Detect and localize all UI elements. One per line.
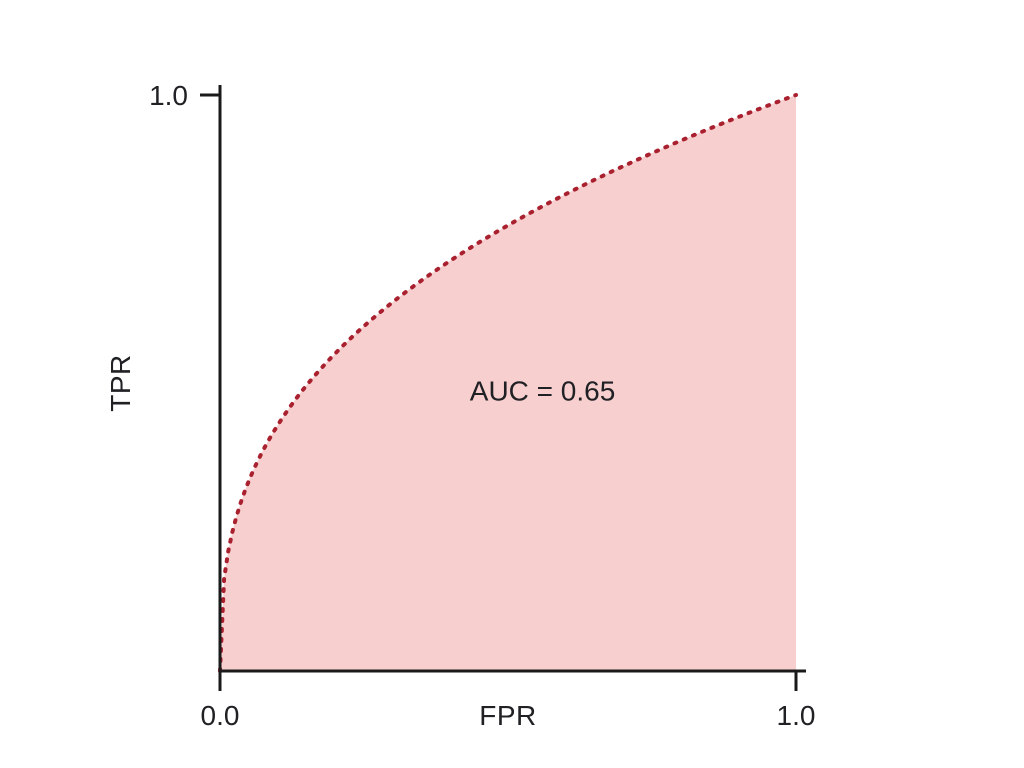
y-tick-label: 1.0 bbox=[149, 80, 188, 111]
y-axis-label: TPR bbox=[105, 354, 136, 412]
roc-chart: 0.0 1.0 1.0 FPR TPR AUC = 0.65 bbox=[0, 0, 1024, 768]
x-tick-label: 1.0 bbox=[777, 700, 816, 731]
auc-annotation: AUC = 0.65 bbox=[470, 375, 616, 406]
x-tick-label: 0.0 bbox=[201, 700, 240, 731]
x-axis-label: FPR bbox=[479, 700, 537, 731]
roc-chart-container: 0.0 1.0 1.0 FPR TPR AUC = 0.65 bbox=[0, 0, 1024, 768]
